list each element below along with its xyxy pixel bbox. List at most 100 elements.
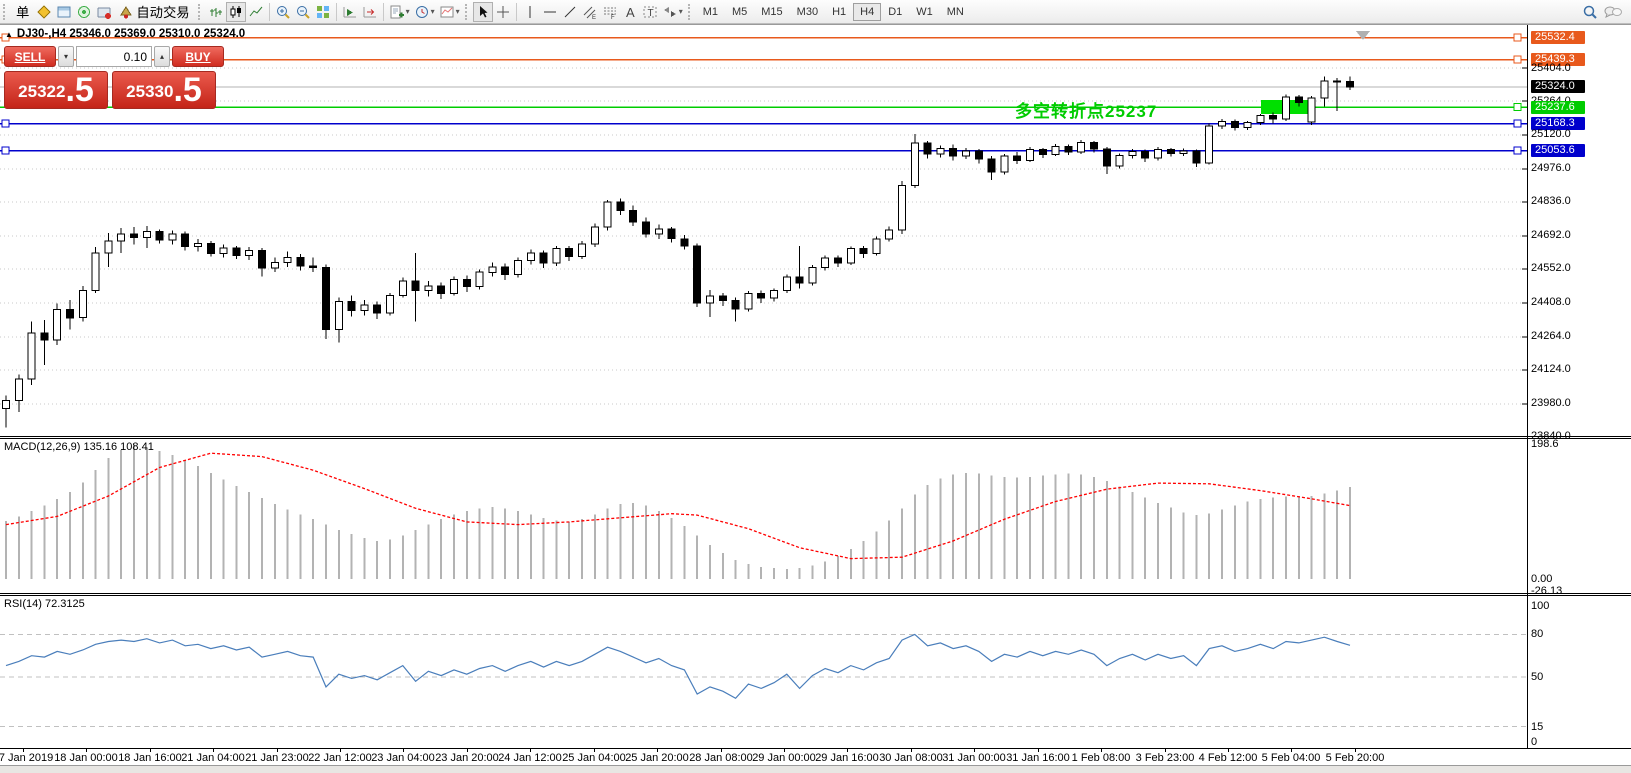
buy-button[interactable]: BUY <box>172 46 224 67</box>
time-label: 22 Jan 12:00 <box>308 752 372 764</box>
data-window-icon[interactable] <box>54 2 74 22</box>
volume-input[interactable] <box>76 46 152 67</box>
chart-shift-icon[interactable] <box>360 2 380 22</box>
text-tool[interactable]: A <box>620 2 640 22</box>
axis-label: 25168.3 <box>1531 117 1585 130</box>
axis-label: 100 <box>1531 600 1550 612</box>
time-label: 23 Jan 20:00 <box>435 752 499 764</box>
axis-label: 25120.0 <box>1531 128 1571 140</box>
toolbar-grip[interactable] <box>687 3 693 20</box>
toolbar-grip[interactable] <box>197 3 203 20</box>
svg-text:A: A <box>626 5 635 20</box>
axis-label: 25237.6 <box>1531 101 1585 114</box>
time-tick <box>467 749 468 752</box>
chevron-down-icon: ▾ <box>405 7 410 16</box>
vertical-line-tool[interactable] <box>520 2 540 22</box>
fibonacci-tool[interactable]: F <box>600 2 620 22</box>
cursor-tool[interactable] <box>472 1 493 22</box>
equidistant-channel-tool[interactable]: E <box>580 2 600 22</box>
buy-quote[interactable]: 25330.5 <box>112 71 216 109</box>
crosshair-tool[interactable] <box>493 2 513 22</box>
timeframe-h4[interactable]: H4 <box>853 2 882 21</box>
rsi-panel: RSI(14) 72.3125 <box>0 596 1631 748</box>
axis-label: 24124.0 <box>1531 363 1571 375</box>
zoom-out-icon[interactable] <box>293 2 313 22</box>
time-label: 17 Jan 2019 <box>0 752 54 764</box>
axis-label: 24552.0 <box>1531 262 1571 274</box>
navigator-icon[interactable] <box>74 2 94 22</box>
time-label: 30 Jan 08:00 <box>879 752 943 764</box>
time-tick <box>657 749 658 752</box>
auto-scroll-icon[interactable] <box>340 2 360 22</box>
window-bottom-edge <box>0 765 1631 773</box>
periods-button[interactable]: ▾ <box>412 2 437 22</box>
timeframe-m5[interactable]: M5 <box>725 3 754 21</box>
bar-chart-icon[interactable] <box>206 2 226 22</box>
new-order-button[interactable]: 单 <box>11 2 34 22</box>
price-chart-canvas[interactable] <box>0 25 1527 438</box>
market-watch-icon[interactable] <box>34 2 54 22</box>
toolbar-grip[interactable] <box>3 3 8 20</box>
arrows-tool[interactable]: ▾ <box>660 2 685 22</box>
candlestick-chart-icon[interactable] <box>225 1 246 22</box>
chart-annotation[interactable]: 多空转折点25237 <box>1015 102 1158 121</box>
timeframe-m1[interactable]: M1 <box>696 3 725 21</box>
rsi-canvas[interactable] <box>0 596 1527 748</box>
zoom-in-icon[interactable] <box>273 2 293 22</box>
tile-windows-icon[interactable] <box>313 2 333 22</box>
axis-label: 23980.0 <box>1531 397 1571 409</box>
time-label: 24 Jan 12:00 <box>498 752 562 764</box>
chat-icon[interactable] <box>1601 2 1625 22</box>
toolbar-grip[interactable] <box>464 3 470 20</box>
buy-price-fraction: .5 <box>173 71 202 109</box>
line-chart-icon[interactable] <box>246 2 266 22</box>
timeframe-d1[interactable]: D1 <box>881 3 909 21</box>
text-label-tool[interactable]: T <box>640 2 660 22</box>
chart-title-text: DJ30-,H4 25346.0 25369.0 25310.0 25324.0 <box>16 28 246 40</box>
horizontal-line-tool[interactable] <box>540 2 560 22</box>
time-label: 31 Jan 00:00 <box>942 752 1006 764</box>
search-icon[interactable] <box>1579 2 1601 22</box>
svg-text:E: E <box>592 15 596 20</box>
timeframe-mn[interactable]: MN <box>940 3 971 21</box>
volume-increase-button[interactable]: ▴ <box>154 46 170 67</box>
time-tick <box>1038 749 1039 752</box>
indicators-button[interactable]: ▾ <box>387 2 412 22</box>
panel-separator[interactable] <box>0 593 1631 596</box>
macd-canvas[interactable] <box>0 439 1527 593</box>
svg-text:F: F <box>611 15 615 20</box>
sell-button[interactable]: SELL <box>4 46 56 67</box>
timeframe-m30[interactable]: M30 <box>790 3 825 21</box>
axis-label: 25324.0 <box>1531 80 1585 93</box>
time-tick <box>911 749 912 752</box>
timeframe-h1[interactable]: H1 <box>825 3 853 21</box>
terminal-icon[interactable] <box>94 2 114 22</box>
timeframe-w1[interactable]: W1 <box>909 3 940 21</box>
chart-title: ▲ DJ30-,H4 25346.0 25369.0 25310.0 25324… <box>5 28 245 40</box>
time-tick <box>1355 749 1356 752</box>
price-axis[interactable]: 25532.425439.325404.025324.025264.025237… <box>1528 25 1631 765</box>
sell-quote[interactable]: 25322.5 <box>4 71 108 109</box>
time-label: 31 Jan 16:00 <box>1006 752 1070 764</box>
autotrading-button[interactable]: 自动交易 <box>114 2 194 22</box>
time-tick <box>213 749 214 752</box>
autotrading-icon <box>120 5 133 18</box>
time-label: 3 Feb 23:00 <box>1135 752 1195 764</box>
macd-panel: MACD(12,26,9) 135.16 108.41 <box>0 439 1631 593</box>
axis-label: 0 <box>1531 736 1538 748</box>
templates-button[interactable]: ▾ <box>437 2 462 22</box>
trendline-tool[interactable] <box>560 2 580 22</box>
top-toolbar: 单 自动交易 <box>0 0 1631 24</box>
collapse-marker-icon[interactable]: ▲ <box>5 29 13 39</box>
panel-separator[interactable] <box>0 436 1631 439</box>
caret-down-icon: ▾ <box>64 52 69 61</box>
time-tick <box>974 749 975 752</box>
toolbar-separator <box>382 2 384 21</box>
timeframe-m15[interactable]: M15 <box>754 3 789 21</box>
sell-price: 25322 <box>18 82 66 101</box>
volume-decrease-button[interactable]: ▾ <box>58 46 74 67</box>
time-label: 25 Jan 20:00 <box>625 752 689 764</box>
time-tick <box>721 749 722 752</box>
